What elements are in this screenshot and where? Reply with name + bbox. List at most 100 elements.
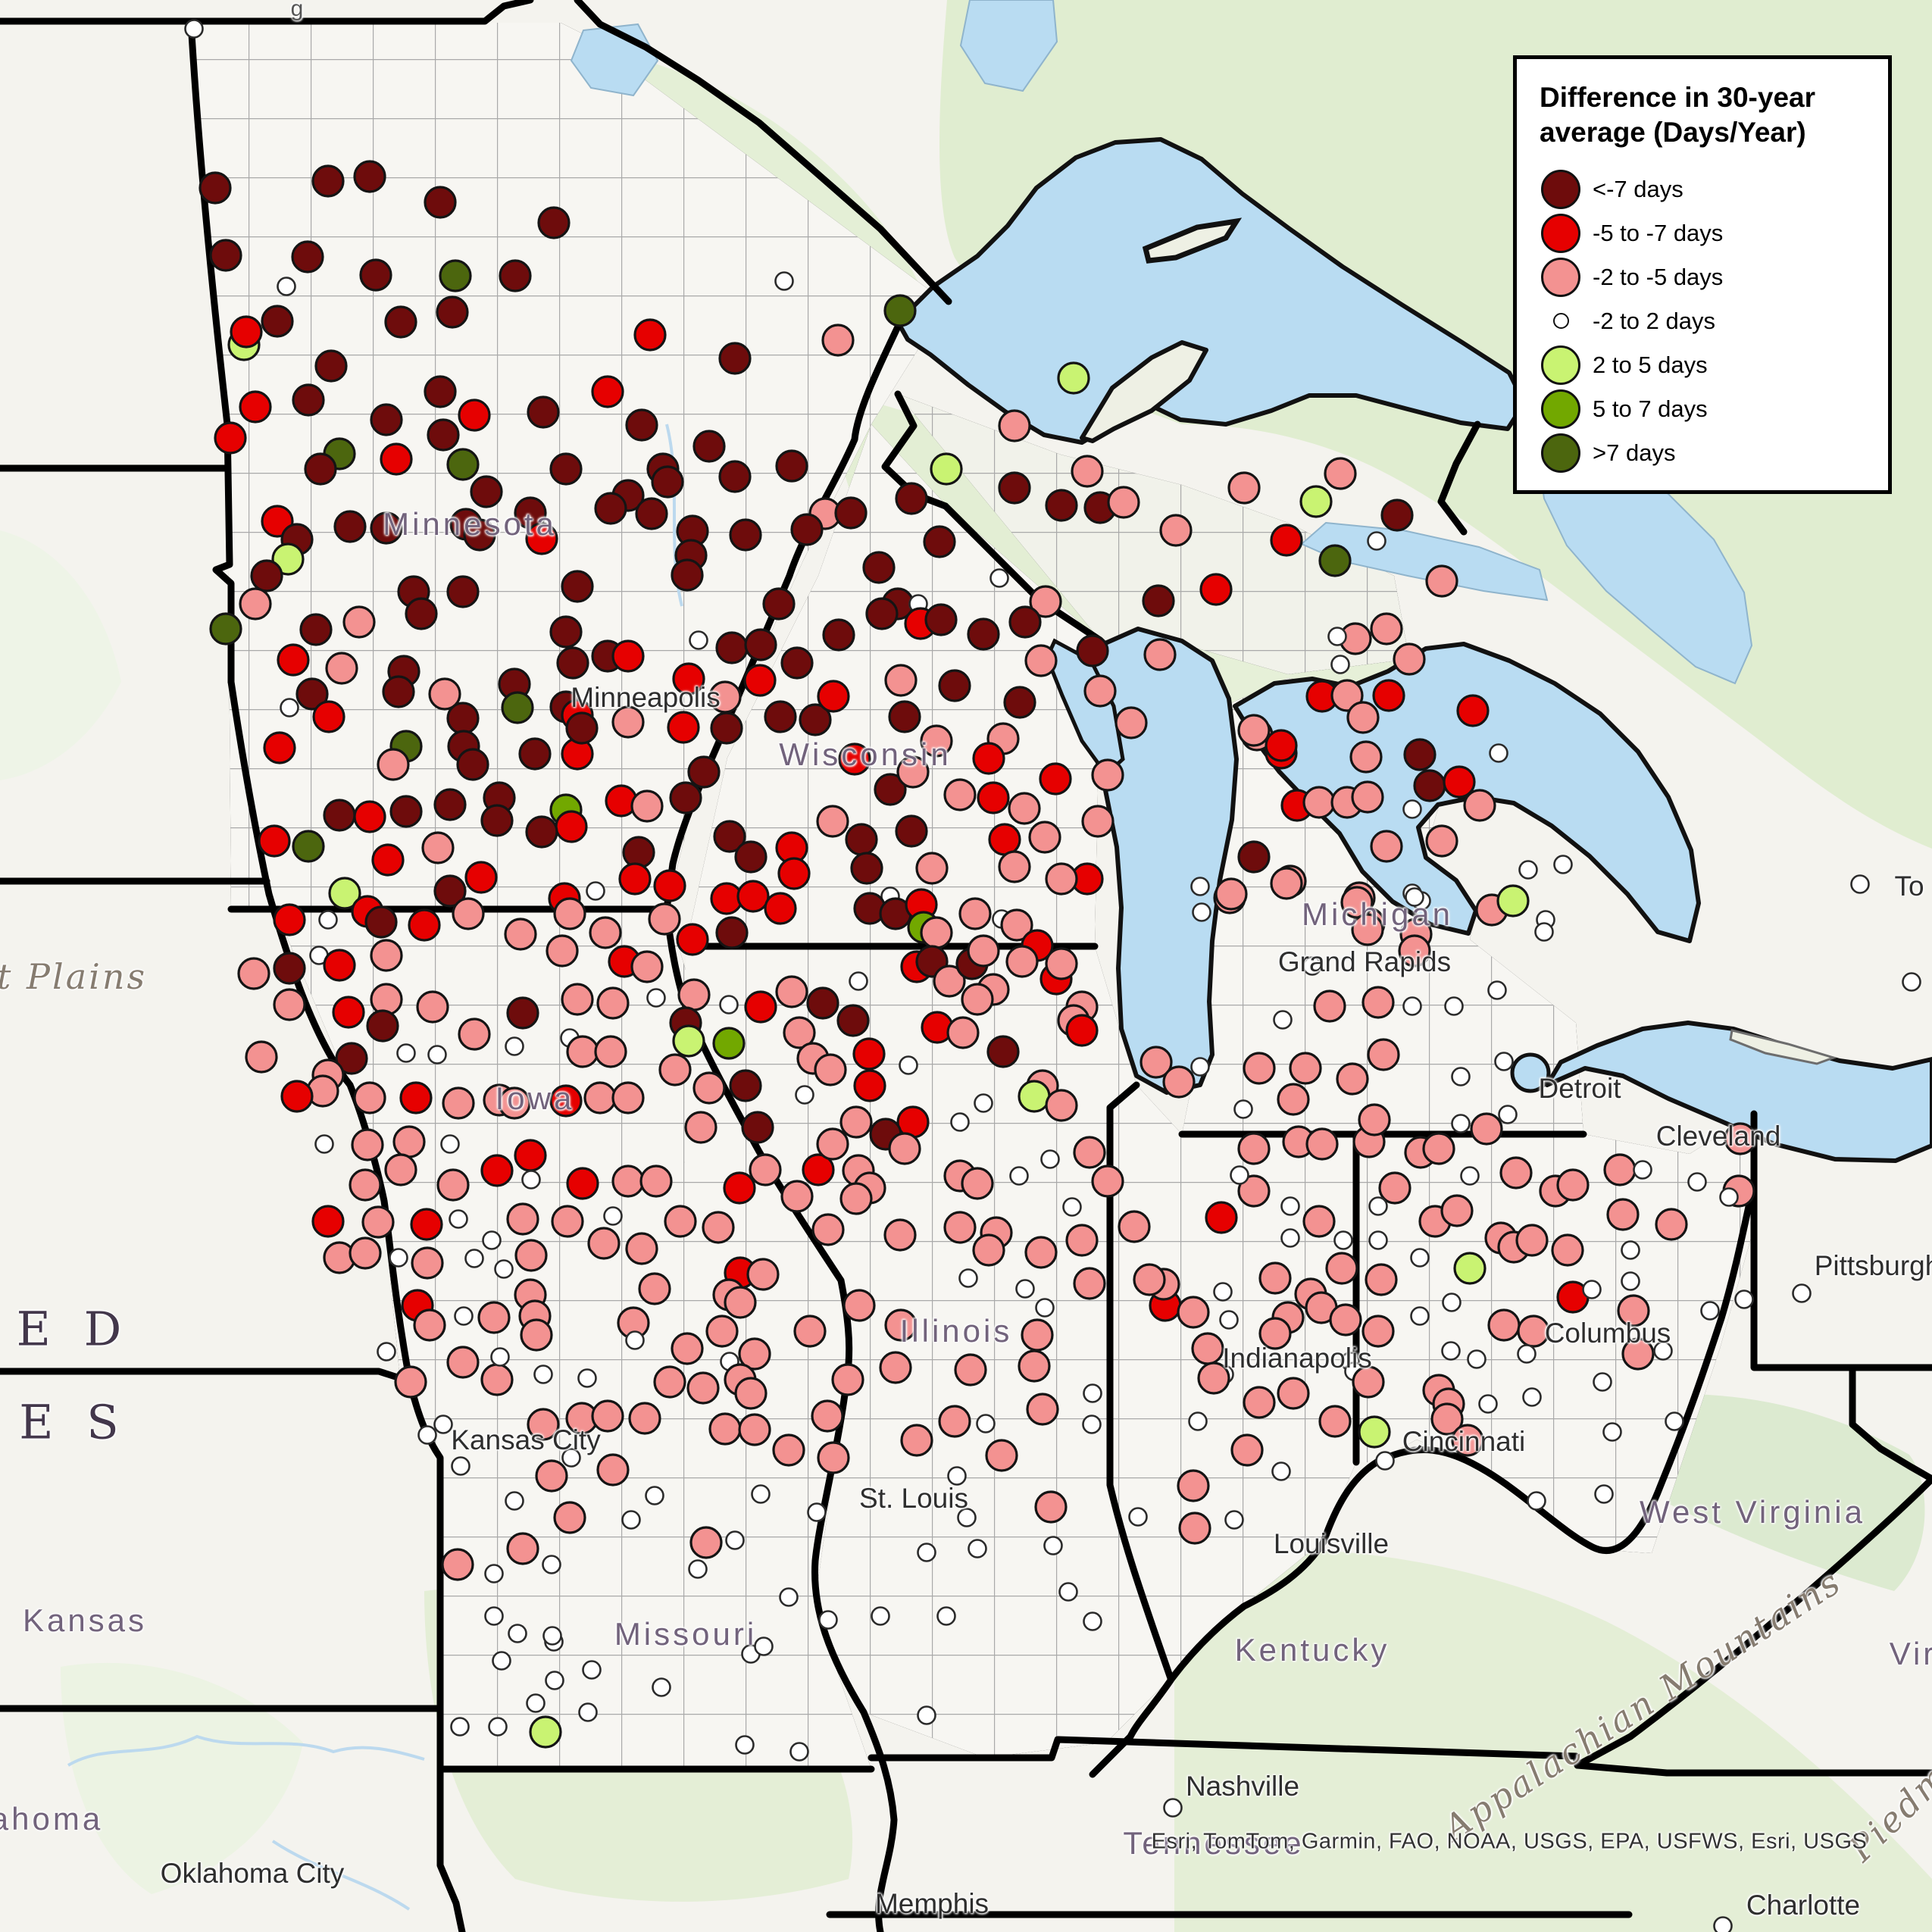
station-dot[interactable] (1330, 679, 1364, 712)
station-dot[interactable] (1713, 1916, 1733, 1932)
station-dot[interactable] (277, 643, 310, 677)
station-dot[interactable] (611, 639, 645, 673)
station-dot[interactable] (458, 1018, 491, 1051)
station-dot[interactable] (900, 1424, 933, 1457)
station-dot[interactable] (1494, 1052, 1514, 1071)
station-dot[interactable] (314, 349, 348, 383)
station-dot[interactable] (920, 724, 953, 758)
station-dot[interactable] (537, 206, 571, 239)
station-dot[interactable] (734, 840, 767, 874)
station-dot[interactable] (1265, 729, 1298, 762)
station-dot[interactable] (687, 755, 721, 789)
station-dot[interactable] (1402, 799, 1422, 819)
station-dot[interactable] (591, 375, 624, 408)
station-dot[interactable] (1410, 1248, 1430, 1268)
station-dot[interactable] (521, 1170, 541, 1190)
station-dot[interactable] (1430, 1402, 1464, 1436)
station-dot[interactable] (1534, 922, 1554, 942)
station-dot[interactable] (1065, 1014, 1099, 1047)
station-dot[interactable] (433, 874, 467, 908)
station-dot[interactable] (723, 1171, 756, 1205)
station-dot[interactable] (433, 788, 467, 821)
station-dot[interactable] (811, 1399, 844, 1433)
station-dot[interactable] (1028, 821, 1061, 854)
station-dot[interactable] (816, 1127, 849, 1161)
station-dot[interactable] (1302, 1205, 1336, 1238)
station-dot[interactable] (299, 613, 333, 646)
station-dot[interactable] (799, 703, 832, 736)
station-dot[interactable] (1325, 1252, 1358, 1285)
station-dot[interactable] (968, 1539, 987, 1558)
station-dot[interactable] (565, 711, 599, 745)
station-dot[interactable] (514, 1239, 548, 1272)
station-dot[interactable] (370, 403, 403, 436)
station-dot[interactable] (967, 934, 1000, 968)
station-dot[interactable] (1633, 1160, 1652, 1180)
station-dot[interactable] (967, 617, 1000, 651)
station-dot[interactable] (817, 1441, 850, 1474)
station-dot[interactable] (930, 452, 963, 486)
station-dot[interactable] (506, 1202, 539, 1236)
station-dot[interactable] (464, 861, 498, 894)
station-dot[interactable] (323, 799, 356, 832)
station-dot[interactable] (318, 910, 338, 930)
station-dot[interactable] (527, 395, 560, 429)
station-dot[interactable] (553, 897, 586, 930)
station-dot[interactable] (1035, 1298, 1055, 1318)
station-dot[interactable] (1372, 679, 1405, 712)
station-dot[interactable] (1009, 1166, 1029, 1186)
station-dot[interactable] (591, 1399, 624, 1433)
station-dot[interactable] (1071, 455, 1104, 488)
station-dot[interactable] (689, 630, 708, 650)
station-dot[interactable] (1199, 573, 1233, 606)
station-dot[interactable] (1015, 1279, 1035, 1299)
station-dot[interactable] (239, 390, 272, 424)
station-dot[interactable] (199, 171, 232, 205)
station-dot[interactable] (506, 1532, 539, 1565)
station-dot[interactable] (635, 497, 668, 530)
station-dot[interactable] (484, 1606, 504, 1626)
station-dot[interactable] (738, 1337, 771, 1371)
station-dot[interactable] (862, 551, 896, 584)
station-dot[interactable] (853, 1069, 886, 1102)
station-dot[interactable] (526, 1693, 546, 1713)
station-dot[interactable] (1367, 531, 1386, 551)
station-dot[interactable] (1045, 1089, 1078, 1122)
station-dot[interactable] (1197, 1361, 1230, 1395)
station-dot[interactable] (1655, 1208, 1688, 1241)
station-dot[interactable] (1405, 887, 1424, 907)
station-dot[interactable] (384, 305, 417, 339)
station-dot[interactable] (836, 1004, 870, 1037)
station-dot[interactable] (1043, 1536, 1063, 1555)
station-dot[interactable] (950, 1112, 970, 1132)
station-dot[interactable] (1358, 1415, 1391, 1449)
station-dot[interactable] (1370, 612, 1403, 646)
station-dot[interactable] (806, 986, 839, 1020)
station-dot[interactable] (1593, 1372, 1612, 1392)
station-dot[interactable] (1467, 1349, 1487, 1369)
station-dot[interactable] (1410, 1306, 1430, 1326)
station-dot[interactable] (413, 1308, 446, 1342)
station-dot[interactable] (834, 496, 868, 530)
station-dot[interactable] (838, 742, 871, 776)
station-dot[interactable] (1582, 1280, 1602, 1299)
station-dot[interactable] (652, 1677, 671, 1697)
station-dot[interactable] (850, 852, 883, 885)
station-dot[interactable] (1603, 1153, 1637, 1186)
station-dot[interactable] (1215, 877, 1248, 911)
station-dot[interactable] (1258, 1261, 1292, 1295)
station-dot[interactable] (630, 789, 664, 823)
station-dot[interactable] (1556, 1168, 1590, 1202)
station-dot[interactable] (888, 1132, 921, 1165)
station-dot[interactable] (273, 988, 306, 1021)
station-dot[interactable] (311, 164, 345, 198)
station-dot[interactable] (277, 277, 296, 296)
station-dot[interactable] (1621, 1240, 1640, 1260)
station-dot[interactable] (436, 1168, 470, 1202)
station-dot[interactable] (1330, 655, 1350, 674)
station-dot[interactable] (323, 949, 356, 982)
station-dot[interactable] (484, 1564, 504, 1583)
station-dot[interactable] (470, 475, 503, 508)
station-dot[interactable] (1489, 743, 1508, 763)
station-dot[interactable] (442, 1086, 475, 1120)
